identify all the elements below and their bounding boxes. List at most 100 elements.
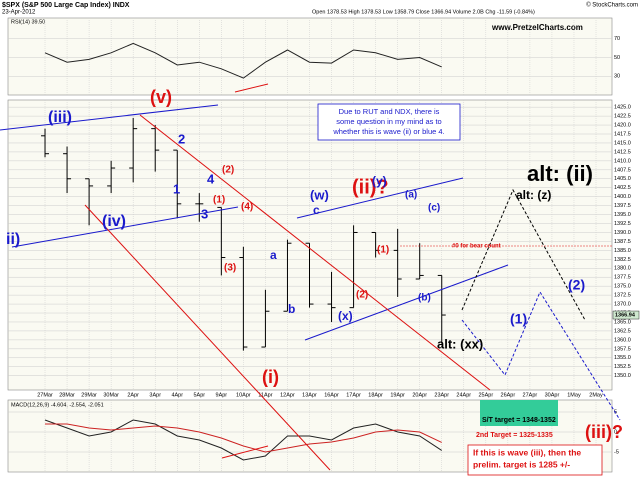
x-tick-label: 12Apr: [280, 392, 295, 398]
annotation: c: [313, 203, 320, 217]
annotation: (1): [377, 245, 389, 256]
y-tick-label: 1415.0: [614, 140, 631, 146]
quote: Open 1378.53 High 1378.53 Low 1358.79 Cl…: [312, 9, 535, 15]
annotation: (iv): [102, 213, 126, 230]
y-tick-label: 1370.0: [614, 302, 631, 308]
trendline: [221, 445, 269, 459]
x-tick-label: 17Apr: [346, 392, 361, 398]
x-tick-label: 9Apr: [216, 392, 228, 398]
message-box: [467, 444, 603, 476]
y-tick-label: 1422.5: [614, 114, 631, 120]
x-tick-label: 28Mar: [59, 392, 75, 398]
annotation: (2): [568, 277, 585, 293]
y-tick-label: 1355.0: [614, 355, 631, 361]
annotation: 2: [178, 131, 185, 146]
y-tick-label: 70: [614, 36, 620, 42]
last-price-box: [612, 310, 640, 320]
annotation: alt: (xx): [437, 336, 483, 351]
annotation: (4): [241, 202, 253, 213]
y-tick-label: 1400.0: [614, 194, 631, 200]
target-box: [480, 400, 558, 426]
rsi-legend: RSI(14) 39.50: [11, 19, 45, 25]
annotation: (i): [262, 367, 279, 387]
x-tick-label: 30Mar: [103, 392, 119, 398]
annotation: (v): [150, 87, 172, 107]
y-tick-label: 1377.5: [614, 275, 631, 281]
annotation: (1): [213, 195, 225, 206]
y-tick-label: 1405.0: [614, 176, 631, 182]
macd-legend: MACD(12,26,9) -4.604, -2.554, -2.051: [11, 402, 104, 408]
annotation: #0 for bear count: [452, 244, 501, 250]
note-line: Due to RUT and NDX, there is: [339, 107, 440, 116]
y-tick-label: 1397.5: [614, 203, 631, 209]
projection: [461, 188, 586, 321]
note-box: [317, 103, 461, 141]
annotation: (2): [222, 165, 234, 176]
rsi-panel: [7, 17, 613, 96]
y-tick-label: 1425.0: [614, 105, 631, 111]
x-tick-label: 16Apr: [324, 392, 339, 398]
annotation: (2): [356, 290, 368, 301]
y-tick-label: 1412.5: [614, 149, 631, 155]
x-tick-label: 2Apr: [127, 392, 139, 398]
watermark: www.PretzelCharts.com: [491, 23, 583, 32]
trendline: [304, 264, 509, 341]
target-1: S/T target = 1348-1352: [482, 417, 556, 424]
trendline: [296, 177, 464, 219]
annotation: (w): [310, 187, 329, 202]
x-tick-label: 13Apr: [302, 392, 317, 398]
y-tick-label: 1372.5: [614, 293, 631, 299]
annotation: a: [270, 248, 277, 262]
y-tick-label: 1375.0: [614, 284, 631, 290]
y-tick-label: 1420.0: [614, 123, 631, 129]
x-tick-label: 10Apr: [236, 392, 251, 398]
x-tick-label: 2May: [589, 392, 603, 398]
x-tick-label: 30Apr: [545, 392, 560, 398]
x-tick-label: 25Apr: [478, 392, 493, 398]
y-tick-label: 1385.0: [614, 248, 631, 254]
annotation: (c): [428, 203, 440, 214]
y-tick-label: 1350.0: [614, 373, 631, 379]
x-tick-label: 11Apr: [258, 392, 272, 398]
y-tick-label: 30: [614, 74, 620, 80]
annotation: b: [288, 302, 295, 316]
annotation: (x): [338, 309, 353, 323]
annotation: alt: (z): [516, 188, 551, 202]
x-tick-label: 5Apr: [193, 392, 205, 398]
x-tick-label: 24Apr: [456, 392, 471, 398]
last-price: 1366.94: [615, 312, 636, 318]
x-tick-label: 26Apr: [501, 392, 516, 398]
y-tick-label: 1410.0: [614, 158, 631, 164]
annotation: alt: (ii): [527, 161, 593, 186]
y-tick-label: 1380.0: [614, 266, 631, 272]
note-line: whether this is wave (ii) or blue 4.: [332, 127, 444, 136]
trendline: [234, 83, 269, 93]
x-tick-label: 27Mar: [37, 392, 53, 398]
x-tick-label: 1May: [567, 392, 581, 398]
y-tick-label: 1407.5: [614, 167, 631, 173]
trendline: [84, 204, 331, 471]
x-tick-label: 18Apr: [368, 392, 383, 398]
line: [44, 42, 442, 79]
message-line: prelim. target is 1285 +/-: [473, 459, 570, 469]
annotation: (a): [405, 190, 417, 201]
x-tick-label: 4Apr: [171, 392, 183, 398]
y-tick-label: 1387.5: [614, 239, 631, 245]
y-tick-label: 1382.5: [614, 257, 631, 263]
y-tick-label: 1365.0: [614, 319, 631, 325]
x-tick-label: 27Apr: [523, 392, 538, 398]
note-line: some question in my mind as to: [336, 117, 441, 126]
trendline: [11, 206, 239, 248]
y-tick-label: -5: [614, 449, 619, 455]
trendline: [0, 104, 219, 131]
y-tick-label: 1357.5: [614, 346, 631, 352]
y-tick-label: 1360.0: [614, 337, 631, 343]
annotation: (y): [372, 174, 387, 188]
annotation: 3: [201, 206, 208, 221]
y-tick-label: 0: [614, 429, 617, 435]
annotation: 1: [173, 181, 180, 196]
y-tick-label: 1362.5: [614, 328, 631, 334]
y-tick-label: 1390.0: [614, 230, 631, 236]
annotation: (b): [418, 293, 431, 304]
